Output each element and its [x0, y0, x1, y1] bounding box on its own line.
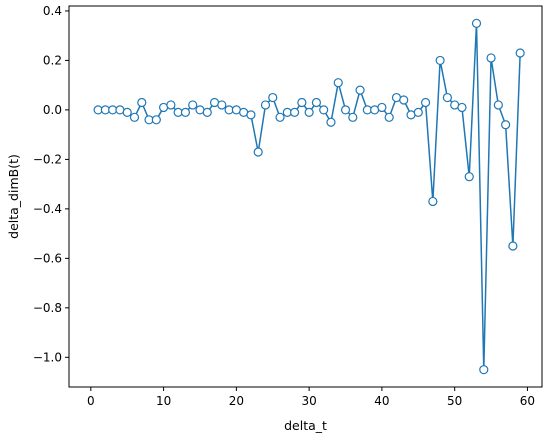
- x-axis-label: delta_t: [284, 418, 327, 433]
- y-tick-label: −1.0: [33, 350, 62, 364]
- series-layer: [93, 18, 525, 375]
- x-tick-label: 10: [156, 394, 171, 408]
- y-tick-label: 0.4: [43, 4, 62, 18]
- data-point: [260, 100, 271, 110]
- data-point: [399, 95, 409, 105]
- data-point: [268, 92, 278, 103]
- data-point: [304, 107, 314, 117]
- y-tick-label: −0.8: [33, 301, 62, 315]
- data-point: [326, 117, 336, 127]
- data-point: [289, 107, 300, 117]
- data-point: [515, 48, 525, 58]
- data-point: [333, 78, 343, 88]
- x-tick-label: 60: [520, 394, 535, 408]
- data-point: [464, 172, 474, 182]
- x-tick-label: 0: [87, 394, 95, 408]
- data-point: [471, 18, 482, 28]
- x-tick-label: 20: [229, 394, 244, 408]
- data-point: [122, 107, 132, 117]
- y-tick-label: 0.2: [43, 53, 62, 67]
- data-point: [151, 115, 161, 125]
- y-tick-label: −0.2: [33, 152, 62, 166]
- y-axis-label: delta_dimB(t): [6, 154, 21, 239]
- y-tick-label: −0.4: [33, 202, 62, 216]
- data-point: [435, 55, 445, 66]
- data-point: [486, 53, 496, 63]
- data-point: [501, 120, 511, 130]
- data-point: [377, 102, 387, 113]
- series-line: [98, 22, 521, 371]
- data-point: [348, 112, 358, 122]
- data-point: [217, 100, 227, 110]
- plot-frame: [68, 5, 543, 388]
- data-point: [508, 241, 518, 251]
- data-point: [137, 97, 147, 108]
- data-point: [340, 105, 351, 115]
- y-tick-label: −0.6: [33, 251, 62, 265]
- y-axis-ticks: −1.0 −0.8 −0.6 −0.4 −0.2 0.0 0.2 0.4: [33, 4, 69, 364]
- x-tick-label: 40: [374, 394, 389, 408]
- data-point: [202, 107, 212, 117]
- data-point: [246, 110, 256, 120]
- data-point: [479, 365, 489, 375]
- data-point: [493, 100, 503, 110]
- data-point: [457, 102, 467, 113]
- data-point: [166, 100, 176, 110]
- data-point: [413, 107, 423, 117]
- data-point: [384, 112, 394, 122]
- data-point: [420, 97, 431, 108]
- data-point: [275, 112, 285, 122]
- x-axis-ticks: 0 10 20 30 40 50 60: [87, 387, 535, 408]
- data-point: [180, 107, 191, 117]
- data-point: [129, 112, 140, 122]
- data-point: [319, 105, 329, 115]
- data-point: [355, 85, 365, 95]
- data-point: [442, 92, 452, 103]
- data-point: [311, 97, 322, 108]
- data-point: [188, 100, 198, 110]
- data-point: [428, 196, 438, 207]
- data-point: [253, 147, 263, 157]
- x-tick-label: 30: [301, 394, 316, 408]
- y-tick-label: 0.0: [43, 103, 62, 117]
- data-point: [297, 97, 307, 108]
- x-tick-label: 50: [447, 394, 462, 408]
